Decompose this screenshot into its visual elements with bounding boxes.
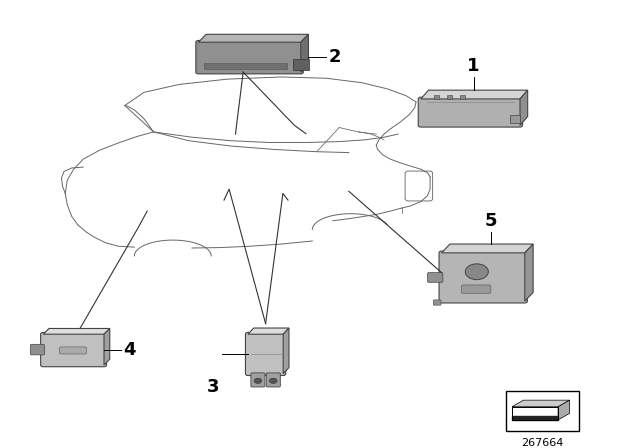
Polygon shape (301, 34, 308, 72)
Polygon shape (442, 244, 533, 253)
FancyBboxPatch shape (31, 345, 45, 355)
Circle shape (465, 264, 488, 280)
FancyBboxPatch shape (461, 285, 491, 293)
Bar (460, 95, 465, 99)
Bar (447, 95, 452, 99)
Polygon shape (104, 328, 110, 365)
FancyBboxPatch shape (60, 347, 86, 354)
Text: 1: 1 (467, 57, 480, 75)
Bar (293, 59, 309, 70)
Polygon shape (558, 400, 570, 420)
Text: 267664: 267664 (521, 438, 564, 448)
FancyBboxPatch shape (196, 40, 303, 74)
Text: 4: 4 (123, 340, 136, 358)
Polygon shape (512, 416, 558, 420)
FancyBboxPatch shape (251, 373, 265, 387)
Polygon shape (421, 90, 528, 99)
Text: 5: 5 (484, 212, 497, 230)
Bar (204, 63, 287, 69)
FancyBboxPatch shape (433, 300, 441, 305)
FancyBboxPatch shape (41, 332, 106, 367)
Polygon shape (248, 328, 289, 334)
Polygon shape (512, 400, 570, 407)
Text: 2: 2 (329, 48, 342, 66)
Polygon shape (525, 244, 533, 301)
FancyBboxPatch shape (428, 273, 443, 282)
Polygon shape (283, 328, 289, 374)
Bar (435, 95, 440, 99)
Polygon shape (198, 34, 308, 42)
FancyBboxPatch shape (266, 373, 280, 387)
Polygon shape (520, 90, 528, 125)
Circle shape (269, 378, 277, 383)
FancyBboxPatch shape (245, 332, 285, 375)
Circle shape (254, 378, 262, 383)
Bar (506, 392, 579, 431)
Polygon shape (44, 328, 110, 334)
FancyBboxPatch shape (439, 251, 527, 303)
Bar (511, 115, 520, 123)
Text: 3: 3 (207, 378, 219, 396)
FancyBboxPatch shape (419, 97, 522, 127)
